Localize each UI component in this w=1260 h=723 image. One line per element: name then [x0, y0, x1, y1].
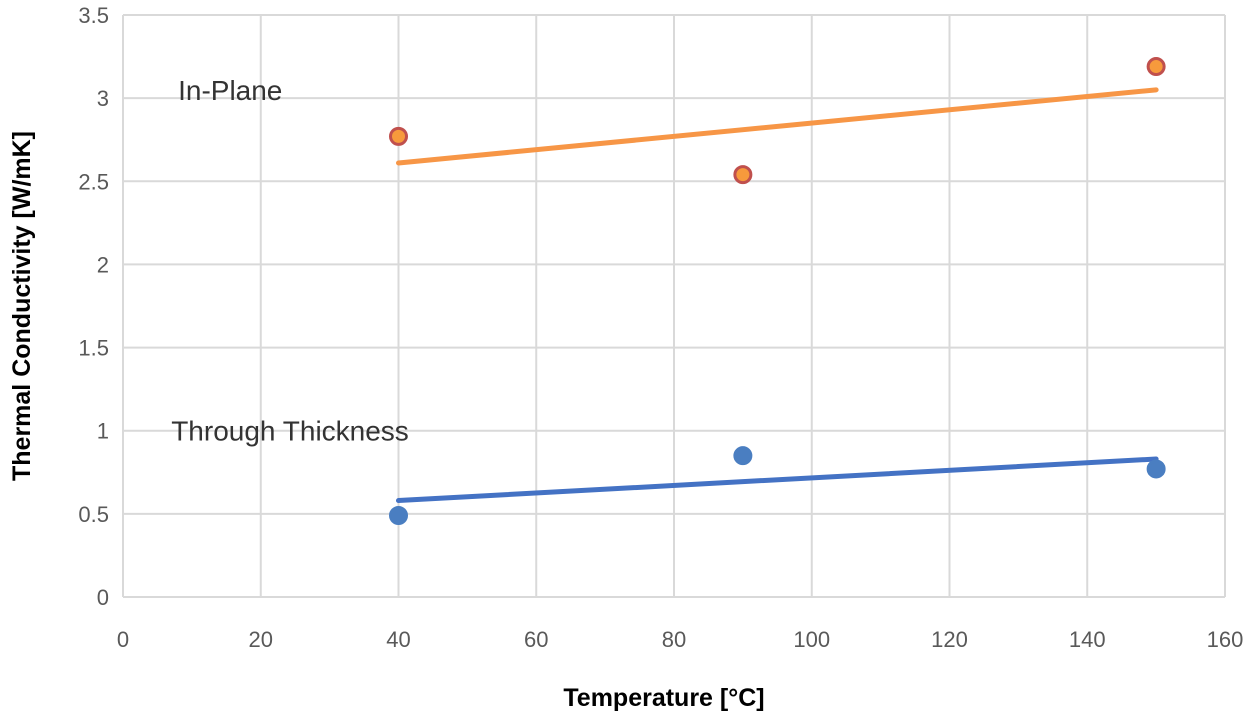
- y-tick-label: 2: [97, 252, 109, 277]
- annotations: In-Plane Through Thickness: [171, 75, 409, 447]
- through-thickness-point: [389, 506, 408, 526]
- in-plane-trendline: [396, 87, 1159, 166]
- in-plane-point: [733, 165, 753, 185]
- through-thickness-point: [1146, 459, 1166, 479]
- x-tick-label: 20: [249, 627, 273, 652]
- y-tick-label: 0.5: [78, 502, 109, 527]
- y-axis-title: Thermal Conductivity [W/mK]: [8, 131, 36, 481]
- in-plane-point: [1146, 57, 1166, 77]
- tick-labels: 0 0.5 1 1.5 2 2.5 3 3.5 0 20 40 60 80 100 120 140 160: [78, 3, 1243, 652]
- y-tick-label: 1.5: [78, 336, 109, 361]
- x-tick-label: 80: [662, 627, 686, 652]
- x-tick-label: 160: [1207, 627, 1244, 652]
- x-axis-title: Temperature [°C]: [563, 684, 764, 712]
- annotation-label: In-Plane: [178, 75, 282, 106]
- y-tick-label: 3.5: [78, 3, 109, 28]
- through-thickness-trendline: [396, 456, 1159, 504]
- y-tick-label: 2.5: [78, 169, 109, 194]
- y-tick-label: 1: [97, 419, 109, 444]
- x-tick-label: 140: [1069, 627, 1106, 652]
- x-tick-label: 40: [386, 627, 410, 652]
- x-tick-label: 100: [793, 627, 830, 652]
- x-tick-label: 60: [524, 627, 548, 652]
- grid: [122, 14, 1226, 598]
- in-plane-point: [389, 126, 408, 146]
- y-tick-label: 0: [97, 585, 109, 610]
- series-layer: [389, 57, 1166, 526]
- annotation-label: Through Thickness: [171, 416, 409, 447]
- x-tick-label: 0: [117, 627, 129, 652]
- x-tick-label: 120: [931, 627, 968, 652]
- through-thickness-point: [733, 446, 753, 466]
- y-tick-label: 3: [97, 86, 109, 111]
